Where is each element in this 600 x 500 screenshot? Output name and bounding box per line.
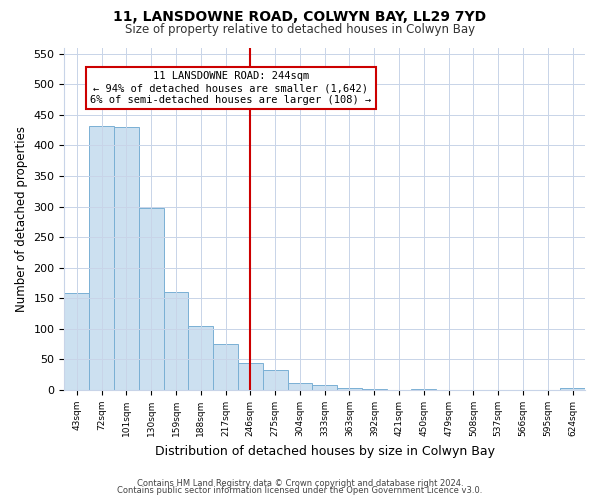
Text: Size of property relative to detached houses in Colwyn Bay: Size of property relative to detached ho… [125,22,475,36]
Bar [89,126,114,390]
Bar [412,389,436,390]
Bar [238,362,263,390]
Bar [287,382,313,390]
Bar [164,292,188,390]
Y-axis label: Number of detached properties: Number of detached properties [15,126,28,312]
Bar [188,326,213,390]
Bar [560,388,585,390]
X-axis label: Distribution of detached houses by size in Colwyn Bay: Distribution of detached houses by size … [155,444,495,458]
Bar [313,385,337,390]
Text: Contains public sector information licensed under the Open Government Licence v3: Contains public sector information licen… [118,486,482,495]
Bar [213,344,238,390]
Bar [362,389,386,390]
Text: Contains HM Land Registry data © Crown copyright and database right 2024.: Contains HM Land Registry data © Crown c… [137,478,463,488]
Bar [337,388,362,390]
Bar [263,370,287,390]
Text: 11 LANSDOWNE ROAD: 244sqm
← 94% of detached houses are smaller (1,642)
6% of sem: 11 LANSDOWNE ROAD: 244sqm ← 94% of detac… [91,72,371,104]
Bar [64,294,89,390]
Bar [114,127,139,390]
Text: 11, LANSDOWNE ROAD, COLWYN BAY, LL29 7YD: 11, LANSDOWNE ROAD, COLWYN BAY, LL29 7YD [113,10,487,24]
Bar [139,208,164,390]
